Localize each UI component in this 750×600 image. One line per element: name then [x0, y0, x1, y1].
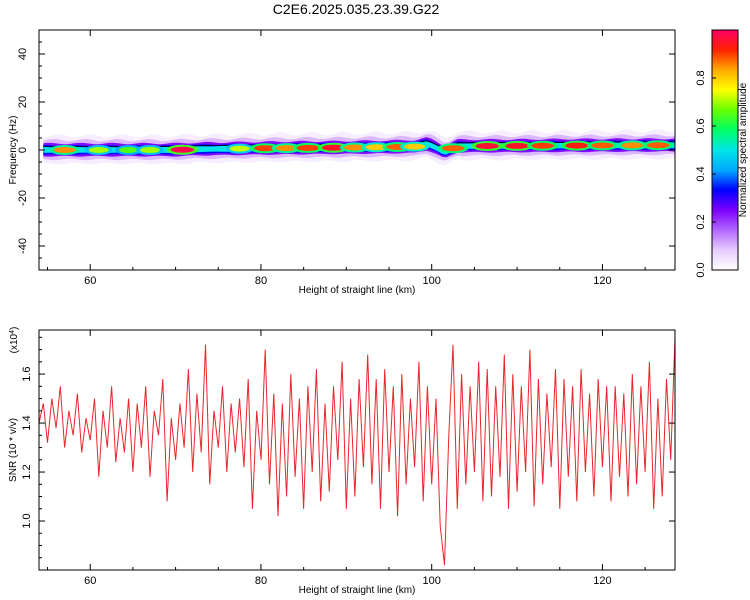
spectrogram-peak — [119, 147, 139, 153]
snr-ytick-label: 1.4 — [21, 415, 33, 430]
snr-ytick-label: 1.0 — [21, 513, 33, 528]
spectrogram-peak — [296, 144, 320, 151]
snr-scale-base: (x10 — [9, 333, 20, 353]
spectrogram-peak — [343, 144, 366, 151]
snr-frame — [38, 329, 676, 571]
snr-xtick-label: 100 — [423, 575, 441, 587]
spectrogram-peak — [365, 144, 387, 151]
snr-series-line — [39, 337, 675, 566]
spectrogram-peak — [253, 145, 277, 152]
colorbar-tick-label: 0.8 — [695, 70, 707, 85]
spectrogram-xtick-label: 80 — [255, 275, 267, 287]
spectrogram-ylabel: Frequency (Hz) — [8, 116, 19, 185]
spectrogram-peak — [170, 146, 195, 153]
spectrogram-xtick-label: 120 — [593, 275, 611, 287]
colorbar-ticks: 0.0 0.2 0.4 0.6 0.8 — [695, 70, 716, 278]
snr-scale-label: (x104) — [9, 327, 21, 354]
spectrogram-peak — [53, 147, 76, 153]
spectrogram-xlabel: Height of straight line (km) — [299, 285, 416, 296]
spectrogram-peak — [404, 143, 426, 150]
spectrogram-peak — [621, 142, 644, 149]
snr-ylabel: SNR (10 * v/v) — [8, 418, 19, 482]
spectrogram-peak — [646, 142, 670, 149]
snr-ytick-label: 1.2 — [21, 464, 33, 479]
spectrogram-peak — [565, 142, 589, 149]
snr-xtick-label: 80 — [255, 575, 267, 587]
snr-xlabel: Height of straight line (km) — [299, 585, 416, 596]
colorbar: 0.0 0.2 0.4 0.6 0.8 Normalized spectral ampl… — [695, 29, 749, 278]
spectrogram-ticks: 60 80 100 120 -40 -20 0 20 40 — [17, 30, 675, 287]
spectrogram-peak — [505, 142, 529, 149]
colorbar-tick-label: 0.2 — [695, 214, 707, 229]
colorbar-tick-label: 0.4 — [695, 166, 707, 181]
spectrogram-peak — [531, 142, 554, 149]
spectrogram-peak — [229, 145, 250, 152]
spectrogram-ytick-label: 0 — [17, 147, 29, 153]
spectrogram-peak — [475, 143, 499, 150]
spectrogram-ytick-label: -20 — [17, 190, 29, 206]
spectrogram-ytick-label: 40 — [17, 48, 29, 60]
snr-xtick-label: 60 — [84, 575, 96, 587]
spectrogram-peak — [441, 145, 465, 152]
snr-ticks: 60 80 100 120 1.0 1.2 1.4 1.6 — [21, 330, 675, 587]
spectrogram-peak — [591, 142, 614, 149]
colorbar-tick-label: 0.6 — [695, 118, 707, 133]
spectrogram-xtick-label: 60 — [84, 275, 96, 287]
spectrogram-xtick-label: 100 — [423, 275, 441, 287]
figure-title: C2E6.2025.035.23.39.G22 — [273, 1, 440, 17]
spectrogram-peak — [321, 144, 346, 151]
colorbar-gradient — [711, 29, 739, 271]
snr-ytick-label: 1.6 — [21, 366, 33, 381]
spectrogram-panel: 60 80 100 120 -40 -20 0 20 40 Height of straight… — [8, 29, 676, 296]
snr-xtick-label: 120 — [593, 575, 611, 587]
snr-scale-exponent: 4 — [9, 330, 16, 334]
spectrogram-peak — [275, 145, 298, 152]
spectrogram-peaks — [49, 140, 674, 155]
spectrogram-peak — [140, 147, 160, 153]
spectrogram-ytick-label: -40 — [17, 238, 29, 254]
snr-panel: 60 80 100 120 1.0 1.2 1.4 1.6 Height of straigh… — [8, 327, 676, 596]
colorbar-tick-label: 0.0 — [695, 262, 707, 277]
spectrogram-ytick-label: 20 — [17, 96, 29, 108]
colorbar-label: Normalized spectral amplitude — [738, 82, 749, 217]
spectrogram-peak — [88, 147, 109, 153]
